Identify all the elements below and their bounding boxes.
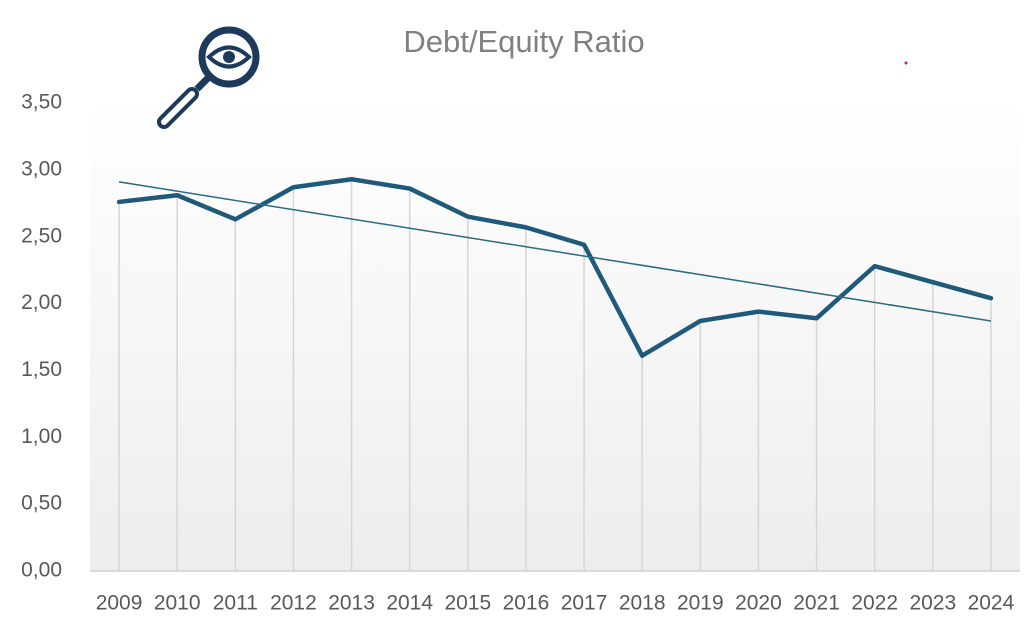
magnifier-icon [157, 26, 260, 129]
y-tick-label: 2,00 [21, 291, 62, 314]
x-tick-label: 2017 [561, 592, 608, 615]
x-tick-label: 2016 [503, 592, 550, 615]
x-tick-label: 2018 [619, 592, 666, 615]
x-tick-label: 2009 [96, 592, 143, 615]
x-tick-label: 2012 [270, 592, 317, 615]
x-tick-label: 2019 [677, 592, 724, 615]
x-tick-label: 2022 [851, 592, 898, 615]
y-tick-label: 0,00 [21, 559, 62, 582]
x-tick-label: 2023 [909, 592, 956, 615]
trendline [118, 181, 992, 322]
plot-background [90, 100, 1020, 571]
x-tick-label: 2021 [793, 592, 840, 615]
dot [904, 61, 908, 65]
x-tick-label: 2024 [968, 592, 1015, 615]
x-tick-label: 2015 [444, 592, 491, 615]
x-tick-label: 2020 [735, 592, 782, 615]
y-tick-label: 3,00 [21, 157, 62, 180]
y-tick-label: 1,50 [21, 358, 62, 381]
x-tick-label: 2010 [154, 592, 201, 615]
chart-title: Debt/Equity Ratio [403, 24, 644, 59]
data-line [116, 176, 994, 358]
x-tick-label: 2014 [386, 592, 433, 615]
x-tick-label: 2013 [328, 592, 375, 615]
y-tick-label: 0,50 [21, 492, 62, 515]
y-tick-label: 2,50 [21, 224, 62, 247]
x-tick-label: 2011 [213, 592, 258, 615]
y-tick-label: 1,00 [21, 425, 62, 448]
y-tick-label: 3,50 [21, 91, 62, 114]
